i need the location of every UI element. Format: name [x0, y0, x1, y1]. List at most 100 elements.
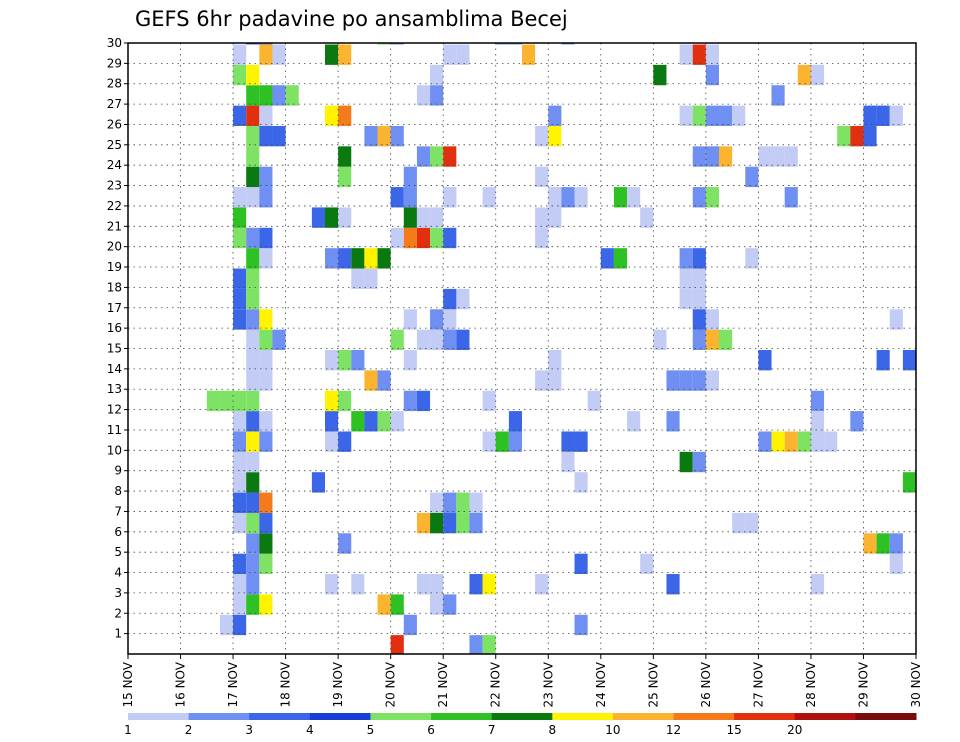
- heatmap-cell: [246, 309, 260, 330]
- heatmap-cell: [548, 350, 562, 371]
- heatmap-cell: [338, 105, 352, 126]
- heatmap-cell: [482, 574, 496, 595]
- heatmap-cell: [338, 44, 352, 65]
- heatmap-cell: [430, 227, 444, 249]
- heatmap-cell: [233, 411, 247, 432]
- heatmap-cell: [246, 85, 260, 106]
- x-tick-label: 23 NOV: [541, 661, 555, 707]
- heatmap-cell: [233, 594, 247, 615]
- heatmap-cell: [390, 227, 404, 249]
- y-tick-label: 26: [107, 117, 122, 131]
- heatmap-cell: [902, 350, 916, 371]
- heatmap-cell: [364, 370, 378, 391]
- heatmap-cell: [416, 390, 431, 412]
- heatmap-cell: [338, 248, 352, 269]
- heatmap-cell: [666, 411, 680, 432]
- heatmap-cell: [233, 614, 247, 636]
- legend-label: 8: [548, 723, 556, 737]
- heatmap-cell: [876, 105, 890, 126]
- heatmap-cell: [850, 411, 864, 432]
- heatmap-cell: [719, 146, 733, 167]
- heatmap-cell: [338, 146, 352, 167]
- heatmap-cell: [679, 288, 693, 310]
- heatmap-cell: [338, 390, 352, 412]
- heatmap-cell: [784, 431, 798, 452]
- heatmap-cell: [613, 248, 628, 269]
- heatmap-cell: [824, 431, 838, 452]
- heatmap-cell: [784, 187, 798, 208]
- heatmap-cell: [837, 125, 851, 147]
- legend-label: 3: [245, 723, 253, 737]
- heatmap-cell: [469, 492, 483, 513]
- legend-swatch: [794, 713, 856, 720]
- y-tick-label: 28: [107, 77, 122, 91]
- heatmap-cell: [705, 309, 719, 330]
- heatmap-cell: [535, 574, 549, 595]
- heatmap-cell: [692, 451, 706, 473]
- y-tick-label: 23: [107, 179, 122, 193]
- heatmap-cell: [351, 268, 365, 289]
- x-tick-label: 29 NOV: [856, 661, 870, 707]
- heatmap-cell: [259, 553, 273, 575]
- heatmap-cell: [758, 350, 772, 371]
- y-tick-label: 19: [107, 260, 122, 274]
- heatmap-cell: [640, 553, 654, 575]
- heatmap-cell: [443, 288, 457, 310]
- heatmap-cell: [416, 85, 431, 106]
- heatmap-cell: [443, 492, 457, 513]
- legend-swatch: [552, 713, 614, 720]
- heatmap-cell: [889, 553, 903, 575]
- heatmap-cell: [863, 105, 877, 126]
- heatmap-cell: [390, 635, 404, 654]
- heatmap-cell: [535, 125, 549, 147]
- y-tick-label: 12: [107, 403, 122, 417]
- heatmap-cell: [443, 227, 457, 249]
- x-tick-label: 17 NOV: [226, 661, 240, 707]
- heatmap-cell: [377, 248, 391, 269]
- heatmap-cell: [233, 553, 247, 575]
- heatmap-cell: [548, 370, 562, 391]
- heatmap-cell: [246, 187, 260, 208]
- heatmap-cell: [627, 187, 641, 208]
- heatmap-cell: [233, 309, 247, 330]
- heatmap-cell: [430, 309, 444, 330]
- heatmap-cell: [325, 411, 339, 432]
- heatmap-cell: [259, 329, 273, 350]
- heatmap-cell: [351, 350, 365, 371]
- y-tick-label: 5: [114, 545, 122, 559]
- heatmap-cell: [272, 85, 286, 106]
- x-tick-label: 28 NOV: [804, 661, 818, 707]
- heatmap-cell: [246, 227, 260, 249]
- heatmap-cell: [325, 105, 339, 126]
- heatmap-cell: [233, 105, 247, 126]
- legend-label: 12: [666, 723, 681, 737]
- heatmap-cell: [246, 512, 260, 534]
- heatmap-cell: [705, 370, 719, 391]
- heatmap-cell: [535, 227, 549, 249]
- heatmap-cell: [758, 146, 772, 167]
- heatmap-cell: [430, 329, 444, 350]
- heatmap-cell: [259, 431, 273, 452]
- heatmap-cell: [508, 431, 522, 452]
- heatmap-cell: [403, 614, 417, 636]
- heatmap-cell: [259, 350, 273, 371]
- heatmap-cell: [338, 350, 352, 371]
- heatmap-cell: [810, 64, 825, 86]
- heatmap-cell: [233, 472, 247, 493]
- heatmap-cell: [561, 187, 575, 208]
- heatmap-cell: [456, 512, 470, 534]
- heatmap-cell: [246, 574, 260, 595]
- heatmap-cell: [758, 431, 772, 452]
- legend-swatch: [612, 713, 675, 720]
- heatmap-cell: [403, 166, 417, 188]
- heatmap-cell: [246, 594, 260, 615]
- heatmap-cell: [259, 105, 273, 126]
- y-tick-label: 2: [114, 606, 122, 620]
- heatmap-cell: [233, 451, 247, 473]
- heatmap-cell: [416, 329, 431, 350]
- heatmap-cell: [889, 309, 903, 330]
- heatmap-cell: [259, 411, 273, 432]
- heatmap-cell: [246, 431, 260, 452]
- heatmap-cell: [495, 431, 509, 452]
- heatmap-cell: [482, 431, 496, 452]
